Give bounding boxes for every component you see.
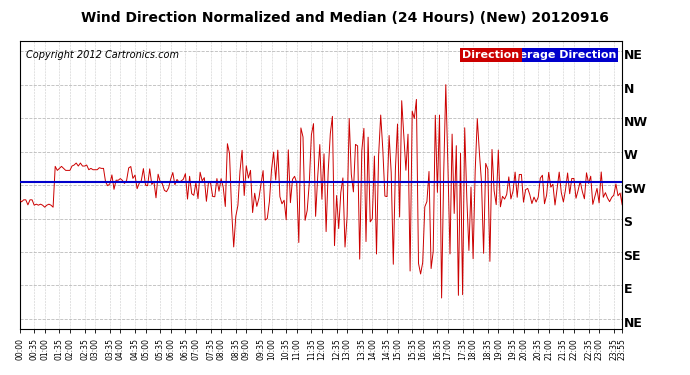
Text: S: S: [623, 216, 633, 229]
Text: E: E: [623, 283, 632, 296]
Text: NW: NW: [623, 116, 647, 129]
Text: Copyright 2012 Cartronics.com: Copyright 2012 Cartronics.com: [26, 50, 179, 60]
Text: Average Direction: Average Direction: [504, 50, 616, 60]
Text: N: N: [623, 82, 634, 96]
Text: Wind Direction Normalized and Median (24 Hours) (New) 20120916: Wind Direction Normalized and Median (24…: [81, 11, 609, 25]
Text: W: W: [623, 149, 637, 162]
Text: Direction: Direction: [462, 50, 520, 60]
Text: SE: SE: [623, 250, 641, 263]
Text: NE: NE: [623, 49, 642, 62]
Text: NE: NE: [623, 317, 642, 330]
Text: SW: SW: [623, 183, 646, 196]
